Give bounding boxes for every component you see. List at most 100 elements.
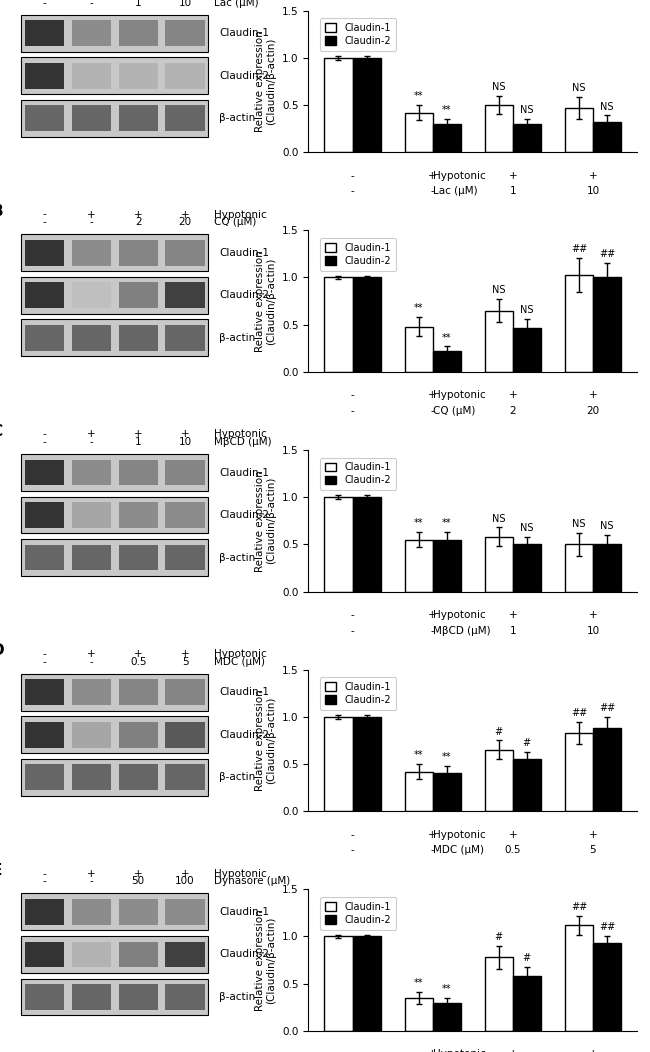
Text: Claudin-2: Claudin-2 (219, 949, 269, 959)
Text: -: - (43, 429, 46, 440)
Bar (593, 122, 621, 153)
Text: NS: NS (572, 83, 586, 93)
Bar (593, 544, 621, 591)
Text: ##: ## (571, 244, 587, 254)
Polygon shape (25, 325, 64, 350)
Bar (324, 278, 352, 372)
Text: -: - (431, 406, 434, 416)
Text: NS: NS (520, 105, 534, 116)
Text: NS: NS (520, 523, 534, 533)
Text: NS: NS (492, 82, 506, 92)
Text: +: + (428, 170, 437, 181)
Polygon shape (118, 283, 158, 308)
Text: Lac (μM): Lac (μM) (434, 186, 478, 197)
Bar (593, 278, 621, 372)
Text: +: + (134, 869, 142, 878)
Text: -: - (43, 876, 46, 887)
Polygon shape (21, 674, 209, 711)
Text: -: - (43, 437, 46, 447)
Text: NS: NS (492, 285, 506, 296)
Text: C: C (0, 424, 3, 439)
Polygon shape (118, 20, 158, 46)
Polygon shape (21, 540, 209, 576)
Text: 10: 10 (586, 626, 599, 635)
Text: Claudin-2: Claudin-2 (219, 510, 269, 520)
Polygon shape (118, 105, 158, 132)
Text: +: + (508, 830, 517, 839)
Text: -: - (90, 437, 93, 447)
Text: D: D (0, 643, 4, 659)
Text: 1: 1 (510, 186, 516, 197)
Text: MβCD (μM): MβCD (μM) (214, 437, 272, 447)
Polygon shape (165, 942, 205, 968)
Text: CQ (μM): CQ (μM) (214, 218, 256, 227)
Polygon shape (72, 325, 111, 350)
Text: B: B (0, 204, 3, 219)
Text: 1: 1 (510, 626, 516, 635)
Polygon shape (165, 460, 205, 485)
Text: NS: NS (572, 520, 586, 529)
Bar (404, 998, 433, 1031)
Polygon shape (72, 20, 111, 46)
Polygon shape (165, 502, 205, 528)
Bar (433, 1003, 461, 1031)
Polygon shape (25, 545, 64, 570)
Text: +: + (134, 209, 142, 220)
Text: MDC (μM): MDC (μM) (214, 656, 265, 667)
Legend: Claudin-1, Claudin-2: Claudin-1, Claudin-2 (320, 897, 396, 930)
Bar (404, 771, 433, 811)
Bar (324, 58, 352, 153)
Polygon shape (165, 899, 205, 925)
Text: **: ** (414, 303, 423, 313)
Polygon shape (118, 63, 158, 88)
Legend: Claudin-1, Claudin-2: Claudin-1, Claudin-2 (320, 18, 396, 50)
Text: Hypotonic: Hypotonic (434, 1050, 486, 1052)
Text: +: + (508, 1050, 517, 1052)
Polygon shape (25, 63, 64, 88)
Polygon shape (118, 680, 158, 705)
Polygon shape (118, 545, 158, 570)
Text: 10: 10 (179, 0, 192, 7)
Legend: Claudin-1, Claudin-2: Claudin-1, Claudin-2 (320, 238, 396, 270)
Polygon shape (21, 497, 209, 533)
Text: Dynasore (μM): Dynasore (μM) (214, 876, 290, 887)
Polygon shape (21, 758, 209, 795)
Text: β-actin: β-actin (219, 332, 255, 343)
Bar (513, 544, 541, 591)
Text: +: + (508, 170, 517, 181)
Polygon shape (21, 320, 209, 357)
Polygon shape (21, 277, 209, 313)
Bar (513, 760, 541, 811)
Text: 10: 10 (179, 437, 192, 447)
Text: +: + (134, 649, 142, 659)
Text: 2: 2 (510, 406, 516, 416)
Legend: Claudin-1, Claudin-2: Claudin-1, Claudin-2 (320, 458, 396, 490)
Bar (352, 58, 380, 153)
Text: -: - (431, 626, 434, 635)
Bar (433, 773, 461, 811)
Text: 1: 1 (135, 437, 142, 447)
Text: +: + (181, 869, 189, 878)
Text: Claudin-2: Claudin-2 (219, 290, 269, 301)
Text: -: - (350, 406, 354, 416)
Bar (565, 925, 593, 1031)
Text: -: - (90, 656, 93, 667)
Text: 0.5: 0.5 (504, 846, 521, 855)
Text: Claudin-1: Claudin-1 (219, 907, 269, 917)
Text: +: + (589, 610, 597, 620)
Polygon shape (118, 722, 158, 748)
Bar (352, 278, 380, 372)
Polygon shape (72, 545, 111, 570)
Text: MβCD (μM): MβCD (μM) (434, 626, 491, 635)
Text: 100: 100 (176, 876, 195, 887)
Bar (593, 728, 621, 811)
Polygon shape (72, 984, 111, 1010)
Polygon shape (165, 283, 205, 308)
Bar (404, 113, 433, 153)
Text: Hypotonic: Hypotonic (214, 869, 266, 878)
Text: +: + (508, 390, 517, 401)
Text: +: + (589, 830, 597, 839)
Text: **: ** (414, 978, 423, 989)
Text: -: - (350, 1050, 354, 1052)
Bar (433, 124, 461, 153)
